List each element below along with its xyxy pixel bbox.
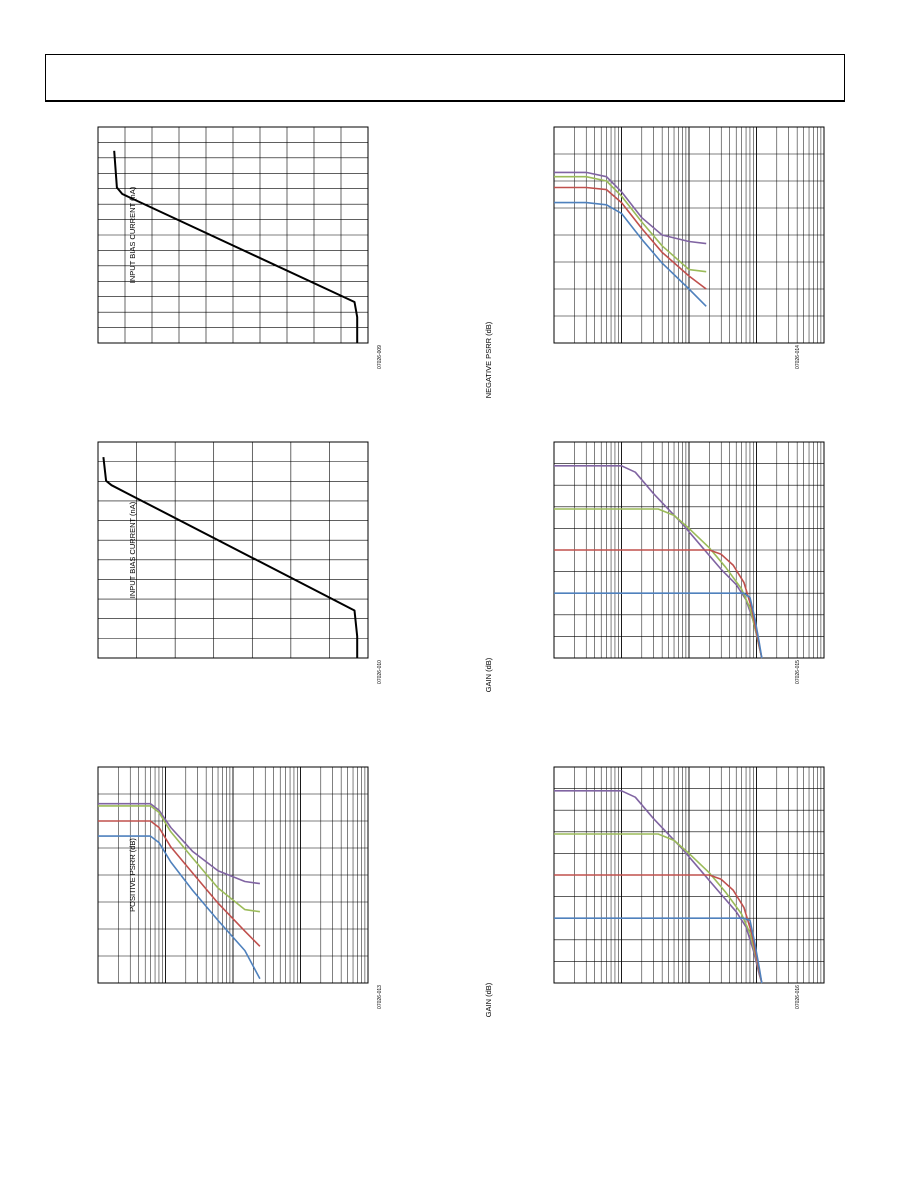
series-line-purple: [554, 789, 763, 984]
chart-gain-1: GAIN (dB) 07026-015: [478, 440, 825, 692]
chart-6-svg: GAIN (dB) 07026-016: [484, 766, 825, 1017]
y-axis-label: INPUT BIAS CURRENT (nA): [128, 501, 137, 598]
series-line-blue: [554, 201, 707, 307]
y-axis-label: GAIN (dB): [484, 982, 493, 1017]
series-line-red: [554, 186, 707, 290]
figure-code: 07026-010: [377, 660, 383, 684]
figure-code: 07026-016: [795, 985, 801, 1009]
series-line-red: [554, 874, 763, 984]
figure-code: 07026-015: [795, 660, 801, 684]
series-line-black: [113, 150, 359, 343]
series-line-black: [102, 456, 359, 658]
figure-code: 07026-013: [377, 985, 383, 1009]
series-line-blue: [554, 917, 763, 984]
series-line-purple: [554, 171, 707, 245]
plot-frame: [97, 126, 369, 344]
plot-frame: [553, 126, 825, 344]
y-axis-label: NEGATIVE PSRR (dB): [484, 321, 493, 398]
figure-code: 07026-009: [377, 345, 383, 369]
series-line-green: [98, 805, 261, 913]
chart-4-svg: GAIN (dB) 07026-015: [484, 441, 825, 692]
chart-input-bias-current-2: INPUT BIAS CURRENT (nA) 07026-010: [60, 440, 383, 690]
y-axis-label: INPUT BIAS CURRENT (nA): [128, 186, 137, 283]
series-line-blue: [98, 835, 261, 980]
series-line-red: [98, 820, 261, 947]
plot-frame: [97, 441, 369, 659]
series-line-green: [554, 175, 707, 273]
series-line-blue: [554, 592, 763, 659]
chart-negative-psrr: NEGATIVE PSRR (dB) 07026-014: [478, 125, 825, 398]
plot-frame: [97, 766, 369, 984]
chart-gain-2: GAIN (dB) 07026-016: [478, 765, 825, 1017]
chart-1-svg: INPUT BIAS CURRENT (nA) 07026-009: [97, 126, 383, 369]
chart-input-bias-current-1: INPUT BIAS CURRENT (nA) 07026-009: [60, 125, 383, 375]
series-line-red: [554, 549, 763, 659]
figure-code: 07026-014: [795, 345, 801, 369]
series-line-green: [554, 833, 763, 984]
chart-2-svg: NEGATIVE PSRR (dB) 07026-014: [484, 126, 825, 398]
series-line-purple: [98, 802, 261, 885]
chart-5-svg: POSITIVE PSRR (dB) 07026-013: [97, 766, 383, 1009]
chart-positive-psrr: POSITIVE PSRR (dB) 07026-013: [60, 765, 383, 1015]
series-line-green: [554, 508, 763, 659]
chart-3-svg: INPUT BIAS CURRENT (nA) 07026-010: [97, 441, 383, 684]
y-axis-label: GAIN (dB): [484, 657, 493, 692]
y-axis-label: POSITIVE PSRR (dB): [128, 838, 137, 912]
page-header-box: [45, 54, 845, 102]
